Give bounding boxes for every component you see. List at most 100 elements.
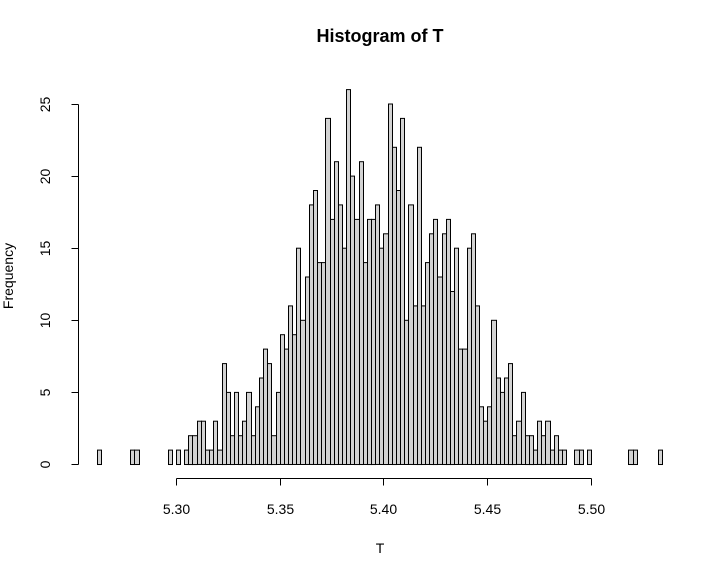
histogram-bar — [242, 420, 247, 465]
histogram-bar — [267, 363, 272, 466]
histogram-bar — [292, 334, 297, 465]
histogram-bar — [574, 449, 580, 466]
histogram-bars — [97, 89, 663, 466]
histogram-bar — [388, 103, 393, 465]
histogram-bar — [550, 449, 555, 466]
histogram-bar — [516, 420, 522, 465]
histogram-bar — [558, 449, 563, 466]
histogram-bar — [134, 449, 140, 466]
histogram-bar — [579, 449, 584, 466]
y-axis: 0 5 10 15 20 25 — [37, 97, 79, 468]
chart-title: Histogram of T — [316, 26, 443, 46]
histogram-bar — [483, 420, 488, 465]
histogram-bar — [450, 291, 455, 466]
histogram-bar — [317, 262, 322, 465]
histogram-bar — [97, 449, 102, 466]
histogram-bar — [251, 435, 256, 466]
histogram-bar — [334, 161, 339, 466]
histogram-bar — [628, 449, 634, 466]
histogram-bar — [284, 348, 289, 465]
histogram-bar — [350, 175, 355, 465]
histogram-bar — [392, 146, 397, 466]
histogram-bar — [246, 391, 252, 465]
histogram-bar — [417, 146, 422, 466]
histogram-bar — [338, 204, 343, 465]
histogram-bar — [458, 348, 463, 465]
histogram-bar — [222, 363, 227, 466]
histogram-bar — [371, 218, 376, 466]
histogram-bar — [400, 117, 405, 465]
histogram-bar — [529, 435, 534, 466]
histogram-bar — [230, 435, 235, 466]
x-axis-label: T — [376, 540, 385, 556]
histogram-bar — [500, 391, 505, 465]
histogram-bar — [176, 449, 181, 466]
histogram-bar — [213, 420, 218, 465]
x-tick-label: 5.35 — [267, 501, 294, 517]
histogram-bar — [288, 305, 293, 466]
histogram-bar — [462, 348, 468, 465]
x-tick-label: 5.40 — [370, 501, 397, 517]
histogram-bar — [354, 218, 360, 466]
histogram-bar — [475, 305, 480, 466]
x-tick-label: 5.50 — [578, 501, 605, 517]
histogram-bar — [201, 420, 206, 465]
histogram-bar — [658, 449, 663, 466]
histogram-bar — [309, 204, 314, 465]
histogram-bar — [533, 449, 538, 466]
histogram-bar — [545, 420, 551, 465]
histogram-bar — [425, 262, 430, 465]
y-tick-label: 20 — [37, 169, 53, 185]
histogram-bar — [504, 377, 509, 466]
histogram-bar — [300, 319, 306, 465]
histogram-bar — [454, 247, 459, 465]
histogram-bar — [305, 276, 310, 465]
histogram-bar — [217, 449, 223, 466]
histogram-bar — [383, 233, 389, 466]
histogram-bar — [396, 190, 401, 465]
histogram-bar — [421, 305, 426, 466]
histogram-bar — [359, 161, 364, 466]
histogram-bar — [325, 117, 331, 465]
histogram-bar — [346, 89, 351, 466]
histogram-bar — [234, 391, 239, 465]
histogram-bar — [192, 435, 198, 466]
histogram-bar — [541, 435, 546, 466]
histogram-bar — [296, 247, 301, 465]
histogram-bar — [188, 435, 193, 466]
histogram-bar — [633, 449, 638, 466]
histogram-bar — [263, 348, 268, 465]
x-tick-label: 5.45 — [474, 501, 501, 517]
y-tick-label: 25 — [37, 97, 53, 113]
histogram-bar — [259, 377, 264, 466]
y-tick-label: 5 — [37, 388, 53, 396]
histogram-bar — [168, 449, 173, 466]
histogram-bar — [471, 233, 476, 466]
histogram-bar — [404, 319, 409, 465]
histogram-bar — [554, 435, 559, 466]
histogram-bar — [508, 363, 513, 466]
histogram-bar — [429, 233, 434, 466]
histogram-bar — [413, 305, 418, 466]
histogram-bar — [271, 435, 277, 466]
histogram-bar — [130, 449, 135, 466]
histogram-bar — [197, 420, 202, 465]
histogram-bar — [209, 449, 214, 466]
x-axis: 5.30 5.35 5.40 5.45 5.50 — [163, 478, 605, 517]
x-tick-label: 5.30 — [163, 501, 190, 517]
histogram-bar — [442, 233, 447, 466]
histogram-bar — [521, 391, 526, 465]
histogram-bar — [313, 190, 318, 465]
y-tick-label: 10 — [37, 313, 53, 329]
histogram-bar — [587, 449, 592, 466]
histogram-bar — [525, 435, 530, 466]
histogram-bar — [379, 247, 384, 465]
histogram-bar — [537, 420, 542, 465]
histogram-bar — [433, 218, 438, 466]
histogram-bar — [184, 449, 189, 466]
histogram-bar — [512, 435, 517, 466]
histogram-bar — [321, 262, 326, 465]
y-axis-label: Frequency — [0, 243, 16, 309]
y-tick-label: 0 — [37, 460, 53, 468]
